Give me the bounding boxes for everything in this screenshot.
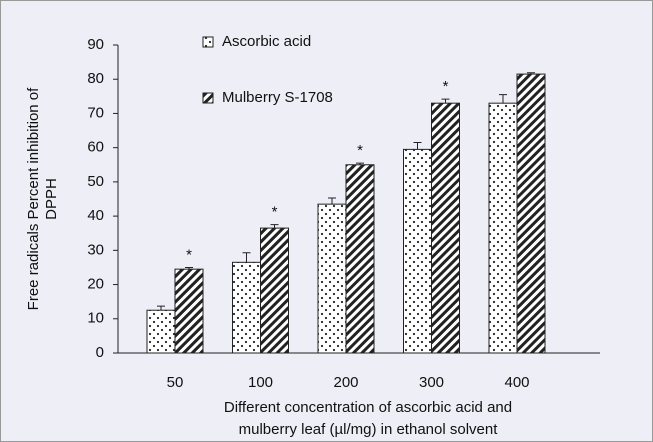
bar (403, 148, 432, 354)
y-tick-label: 10 (87, 310, 104, 327)
error-bar (413, 142, 422, 150)
x-tick-label: 100 (248, 374, 273, 391)
y-tick-label: 90 (87, 36, 104, 53)
x-axis-label: mulberry leaf (µl/mg) in ethanol solvent (239, 421, 499, 438)
legend-swatch (202, 92, 214, 104)
error-bar (185, 266, 193, 270)
y-tick-label: 80 (87, 70, 104, 87)
x-tick-label: 300 (419, 374, 444, 391)
significance-marker: * (443, 78, 449, 95)
bar (232, 261, 261, 354)
bar (516, 73, 546, 354)
x-tick-label: 200 (333, 374, 358, 391)
error-bar (527, 72, 535, 75)
error-bar (356, 162, 364, 165)
bar (317, 203, 347, 354)
legend-label: Mulberry S-1708 (222, 89, 333, 106)
bar (431, 102, 460, 354)
error-bar (242, 252, 251, 263)
y-axis-label: Free radicals Percent inhibition of (25, 87, 42, 310)
bar (345, 164, 375, 354)
significance-marker: * (272, 204, 278, 221)
error-bar (270, 224, 279, 229)
x-tick-label: 400 (504, 374, 529, 391)
y-tick-label: 60 (87, 139, 104, 156)
bar (174, 268, 204, 354)
x-tick-label: 50 (167, 374, 184, 391)
y-tick-label: 70 (87, 104, 104, 121)
error-bar (157, 305, 165, 311)
legend-swatch (202, 36, 214, 48)
y-tick-label: 30 (87, 241, 104, 258)
x-axis-label: Different concentration of ascorbic acid… (224, 399, 512, 416)
y-tick-label: 0 (96, 344, 104, 361)
y-tick-label: 50 (87, 173, 104, 190)
significance-marker: * (186, 246, 192, 263)
error-bar (441, 98, 450, 104)
y-tick-label: 40 (87, 207, 104, 224)
significance-marker: * (357, 142, 363, 159)
y-tick-label: 20 (87, 276, 104, 293)
error-bar (499, 94, 507, 104)
bar (146, 309, 176, 354)
bar (488, 102, 518, 354)
y-axis-label: DPPH (43, 178, 60, 220)
bar (260, 227, 289, 354)
error-bar (328, 197, 336, 205)
legend-label: Ascorbic acid (222, 33, 311, 50)
